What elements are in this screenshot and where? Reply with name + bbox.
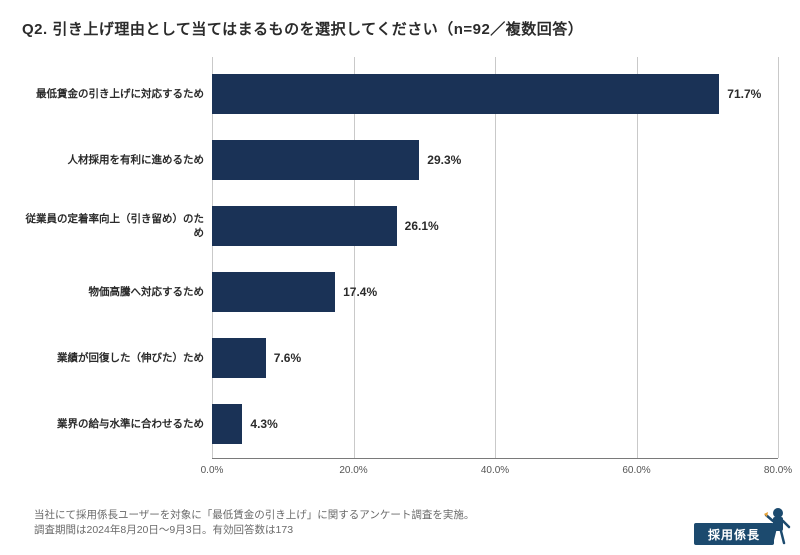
- y-axis-label: 人材採用を有利に進めるため: [22, 153, 204, 167]
- value-label: 71.7%: [727, 87, 761, 101]
- chart-row: 物価高騰へ対応するため 17.4%: [22, 269, 778, 315]
- grid-line: [212, 57, 213, 458]
- value-label: 26.1%: [405, 219, 439, 233]
- value-label: 4.3%: [250, 417, 277, 431]
- footer-line-1: 当社にて採用係長ユーザーを対象に「最低賃金の引き上げ」に関するアンケート調査を実…: [34, 508, 474, 524]
- y-axis-label: 業績が回復した（伸びた）ため: [22, 351, 204, 365]
- brand-mascot-icon: [762, 505, 792, 545]
- plot-region: [212, 57, 778, 459]
- x-tick-label: 60.0%: [622, 465, 650, 476]
- brand-badge: 採用係長: [694, 517, 790, 545]
- chart-row: 従業員の定着率向上（引き留め）のため 26.1%: [22, 203, 778, 249]
- y-axis-label: 最低賃金の引き上げに対応するため: [22, 87, 204, 101]
- y-axis-label: 物価高騰へ対応するため: [22, 285, 204, 299]
- grid-line: [495, 57, 496, 458]
- chart-row: 業界の給与水準に合わせるため 4.3%: [22, 401, 778, 447]
- value-label: 7.6%: [274, 351, 301, 365]
- chart-row: 人材採用を有利に進めるため 29.3%: [22, 137, 778, 183]
- grid-line: [637, 57, 638, 458]
- grid-line: [354, 57, 355, 458]
- chart-area: 0.0%20.0%40.0%60.0%80.0% 最低賃金の引き上げに対応するた…: [22, 57, 778, 489]
- footer-line-2: 調査期間は2024年8月20日～9月3日。有効回答数は173: [34, 523, 474, 539]
- bar: [212, 338, 266, 378]
- grid-line: [778, 57, 779, 458]
- x-tick-label: 20.0%: [339, 465, 367, 476]
- bar: [212, 140, 419, 180]
- bar: [212, 272, 335, 312]
- y-axis-label: 従業員の定着率向上（引き留め）のため: [22, 212, 204, 240]
- footer-note: 当社にて採用係長ユーザーを対象に「最低賃金の引き上げ」に関するアンケート調査を実…: [34, 508, 474, 540]
- bar: [212, 206, 397, 246]
- y-axis-label: 業界の給与水準に合わせるため: [22, 417, 204, 431]
- chart-row: 業績が回復した（伸びた）ため 7.6%: [22, 335, 778, 381]
- x-tick-label: 0.0%: [201, 465, 224, 476]
- value-label: 17.4%: [343, 285, 377, 299]
- chart-title: Q2. 引き上げ理由として当てはまるものを選択してください（n=92／複数回答）: [22, 18, 778, 39]
- bar: [212, 74, 719, 114]
- value-label: 29.3%: [427, 153, 461, 167]
- x-tick-label: 40.0%: [481, 465, 509, 476]
- chart-row: 最低賃金の引き上げに対応するため 71.7%: [22, 71, 778, 117]
- x-tick-label: 80.0%: [764, 465, 792, 476]
- bar: [212, 404, 242, 444]
